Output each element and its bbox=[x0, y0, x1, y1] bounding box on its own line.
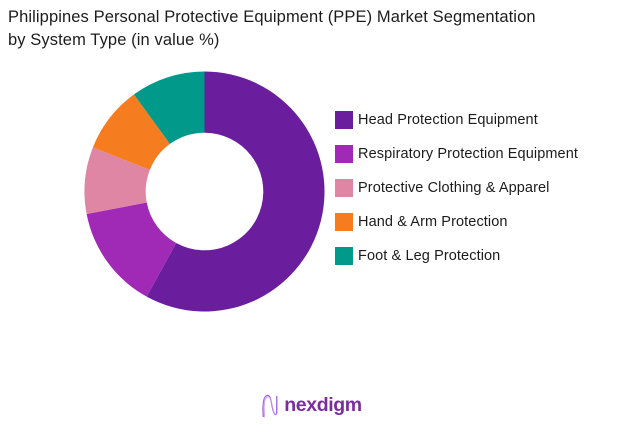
donut-slice-3 bbox=[92, 94, 170, 170]
donut-slice-0 bbox=[146, 71, 325, 312]
legend: Head Protection Equipment Respiratory Pr… bbox=[335, 111, 578, 265]
donut-chart bbox=[84, 71, 325, 312]
legend-item: Foot & Leg Protection bbox=[335, 247, 578, 265]
legend-item: Head Protection Equipment bbox=[335, 111, 578, 129]
legend-swatch bbox=[335, 213, 353, 231]
legend-swatch bbox=[335, 145, 353, 163]
legend-label: Protective Clothing & Apparel bbox=[358, 180, 550, 196]
legend-item: Respiratory Protection Equipment bbox=[335, 145, 578, 163]
legend-swatch bbox=[335, 179, 353, 197]
legend-item: Hand & Arm Protection bbox=[335, 213, 578, 231]
legend-swatch bbox=[335, 111, 353, 129]
legend-label: Foot & Leg Protection bbox=[358, 248, 501, 264]
brand-footer: nexdigm bbox=[0, 389, 622, 421]
chart-title-line1: Philippines Personal Protective Equipmen… bbox=[8, 8, 536, 26]
chart-title-line2: by System Type (in value %) bbox=[8, 31, 220, 49]
nexdigm-n-wave-icon bbox=[262, 394, 278, 418]
donut-slice-2 bbox=[84, 147, 150, 214]
nexdigm-wordmark: nexdigm bbox=[284, 393, 362, 416]
donut-slice-4 bbox=[133, 71, 205, 144]
legend-label: Head Protection Equipment bbox=[358, 112, 538, 128]
legend-swatch bbox=[335, 247, 353, 265]
chart-title: Philippines Personal Protective Equipmen… bbox=[8, 6, 536, 52]
legend-label: Hand & Arm Protection bbox=[358, 214, 508, 230]
legend-label: Respiratory Protection Equipment bbox=[358, 146, 578, 162]
donut-slice-1 bbox=[86, 202, 177, 297]
legend-item: Protective Clothing & Apparel bbox=[335, 179, 578, 197]
